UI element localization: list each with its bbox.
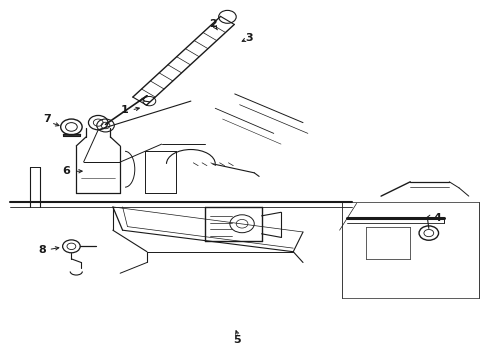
Text: 3: 3 [245,33,253,43]
Text: 6: 6 [62,166,70,176]
Text: 1: 1 [121,105,129,115]
Text: 7: 7 [43,114,51,124]
Text: 5: 5 [233,334,241,345]
Text: 8: 8 [38,245,46,255]
Text: 2: 2 [208,19,216,29]
Text: 4: 4 [432,213,440,222]
